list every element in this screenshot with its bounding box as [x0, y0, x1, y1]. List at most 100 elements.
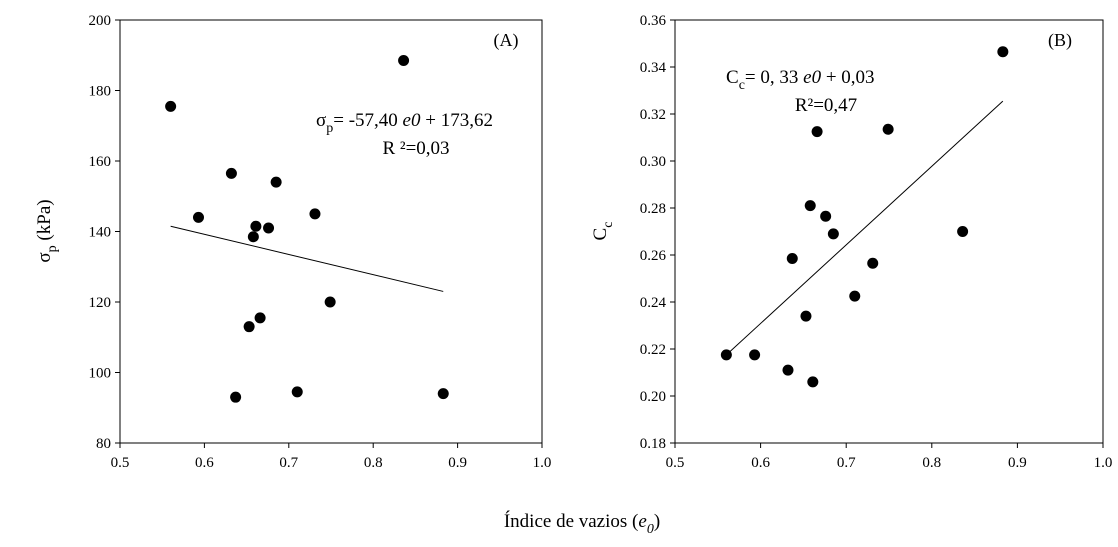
panel-a-x-tick-label: 0.5 — [111, 455, 130, 471]
panel-a-ylabel-rest: (kPa) — [34, 199, 55, 245]
panel-b-x-tick-label: 0.7 — [837, 455, 856, 471]
panel-b-y-tick-label: 0.28 — [640, 201, 666, 217]
panel-b-y-tick-label: 0.34 — [640, 60, 667, 76]
panel-a-eq-var-sub: 0 — [411, 110, 421, 131]
panel-b-y-tick-label: 0.30 — [640, 154, 666, 170]
panel-a-label: (A) — [494, 30, 519, 51]
shared-x-axis-label: Índice de vazios (e0) — [504, 510, 660, 537]
panel-b-data-point — [820, 210, 832, 222]
panel-b-data-point — [827, 228, 839, 240]
panel-b-equation: Cc= 0, 33 e0 + 0,03 — [726, 67, 875, 93]
panel-b-y-tick-label: 0.24 — [640, 295, 667, 311]
panel-a-eq-lhs: σ — [316, 110, 326, 131]
panel-a-y-tick-label: 180 — [89, 84, 112, 100]
panel-b-x-tick-label: 0.5 — [666, 455, 685, 471]
panel-a-points — [165, 55, 449, 403]
panel-a-y-ticks: 80 100 120 140 160 180 200 — [89, 13, 120, 452]
x-axis-label-text: Índice de vazios ( — [504, 510, 639, 532]
panel-a-equation: σp= -57,40 e0 + 173,62 — [316, 110, 493, 136]
panel-b-eq-tail: + 0,03 — [821, 67, 874, 88]
panel-a-data-point — [437, 388, 449, 400]
panel-a-eq-var: e — [403, 110, 411, 131]
panel-b-eq-lhs: C — [726, 67, 739, 88]
panel-a-x-tick-label: 0.7 — [279, 455, 298, 471]
panel-b-x-tick-label: 1.0 — [1094, 455, 1113, 471]
panel-b-data-point — [800, 310, 812, 322]
panel-a-y-tick-label: 160 — [89, 154, 112, 170]
panel-b-data-point — [957, 226, 969, 237]
panel-a-data-point — [263, 222, 275, 234]
panel-a-x-ticks: 0.5 0.6 0.7 0.8 0.9 1.0 — [111, 443, 552, 471]
panel-b-y-tick-label: 0.20 — [640, 389, 666, 405]
panel-a-data-point — [165, 100, 177, 112]
panel-b-y-ticks: 0.18 0.20 0.22 0.24 0.26 0.28 0.30 0.32 0.34 0.36 — [640, 13, 675, 452]
panel-b-label: (B) — [1048, 30, 1072, 51]
panel-b-plot-frame — [674, 19, 1104, 444]
panel-b-x-ticks: 0.5 0.6 0.7 0.8 0.9 1.0 — [666, 443, 1113, 471]
panel-a-eq-lhs-sub: p — [326, 121, 333, 136]
panel-b-y-tick-label: 0.32 — [640, 107, 666, 123]
panel-b-points — [720, 46, 1009, 388]
panel-b-x-tick-label: 0.6 — [751, 455, 770, 471]
panel-b-eq-lhs-sub: c — [739, 78, 745, 93]
panel-b: 0.5 0.6 0.7 0.8 0.9 1.0 0.180.200.220.240.260… — [590, 13, 1112, 471]
panel-a-data-point — [230, 391, 242, 403]
panel-b-data-point — [882, 123, 894, 135]
panel-a-y-tick-label: 200 — [89, 13, 112, 29]
panel-a-y-tick-label: 120 — [89, 295, 112, 311]
panel-a-data-point — [291, 386, 303, 398]
panel-a-x-tick-label: 0.9 — [448, 455, 467, 471]
panel-b-ylabel-main: C — [590, 228, 611, 241]
x-axis-label-close: ) — [654, 511, 660, 532]
panel-b-y-axis-label: Cc — [590, 222, 616, 241]
panel-b-y-tick-label: 0.18 — [640, 436, 666, 452]
panel-a-eq-tail: + 173,62 — [420, 110, 492, 131]
panel-a-y-tick-label: 140 — [89, 225, 112, 241]
panel-a-data-point — [247, 231, 259, 243]
panel-a-data-point — [192, 211, 204, 223]
panel-a-y-tick-label: 100 — [89, 366, 112, 382]
panel-b-y-tick-label: 0.26 — [640, 248, 667, 264]
panel-a-data-point — [250, 220, 262, 232]
panel-a-x-tick-label: 0.8 — [364, 455, 383, 471]
panel-b-eq-rhs: = 0, 33 — [745, 67, 803, 88]
panel-a-r2: R ²=0,03 — [382, 138, 449, 159]
x-axis-label-var-sub: 0 — [647, 522, 654, 537]
panel-b-eq-var-sub: 0 — [812, 67, 822, 88]
panel-b-y-tick-label: 0.22 — [640, 342, 666, 358]
panel-b-x-tick-label: 0.8 — [922, 455, 941, 471]
panel-b-data-point — [749, 349, 761, 361]
panel-a-x-tick-label: 1.0 — [533, 455, 552, 471]
panel-b-data-point — [804, 200, 816, 212]
panel-b-data-point — [811, 126, 823, 138]
panel-a-data-point — [225, 167, 237, 179]
panel-a-data-point — [309, 208, 321, 220]
panel-a: 0.5 0.6 0.7 0.8 0.9 1.0 80100120140160180200 … — [34, 13, 551, 471]
panel-a-data-point — [270, 176, 282, 188]
panel-b-data-point — [720, 349, 732, 361]
panel-a-data-point — [243, 321, 255, 333]
panel-b-ylabel-sub: c — [601, 222, 616, 228]
x-axis-label-var: e — [638, 511, 646, 532]
panel-a-eq-rhs: = -57,40 — [333, 110, 402, 131]
panel-b-eq-var: e — [803, 67, 811, 88]
panel-a-data-point — [254, 312, 266, 324]
panel-b-data-point — [867, 257, 879, 269]
panel-b-data-point — [997, 46, 1009, 58]
panel-a-plot-frame — [119, 19, 543, 444]
panel-b-y-tick-label: 0.36 — [640, 13, 667, 29]
panel-b-x-tick-label: 0.9 — [1008, 455, 1027, 471]
panel-a-data-point — [398, 55, 410, 67]
panel-a-x-tick-label: 0.6 — [195, 455, 214, 471]
panel-b-trendline — [726, 100, 1004, 356]
panel-b-data-point — [807, 376, 819, 388]
panel-b-data-point — [849, 290, 861, 302]
panel-b-r2: R²=0,47 — [795, 95, 857, 116]
panel-b-data-point — [782, 364, 794, 376]
panel-a-ylabel-sub: p — [45, 245, 60, 252]
panel-a-trendline — [170, 225, 444, 292]
panel-a-ylabel-main: σ — [34, 252, 55, 262]
panel-a-y-axis-label: σp (kPa) — [34, 199, 60, 262]
panel-a-y-tick-label: 80 — [96, 436, 111, 452]
